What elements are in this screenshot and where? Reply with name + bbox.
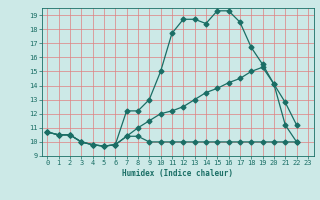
X-axis label: Humidex (Indice chaleur): Humidex (Indice chaleur)	[122, 169, 233, 178]
